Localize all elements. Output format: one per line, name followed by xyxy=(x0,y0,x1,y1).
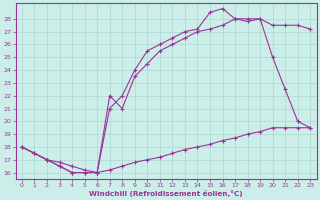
X-axis label: Windchill (Refroidissement éolien,°C): Windchill (Refroidissement éolien,°C) xyxy=(89,190,243,197)
